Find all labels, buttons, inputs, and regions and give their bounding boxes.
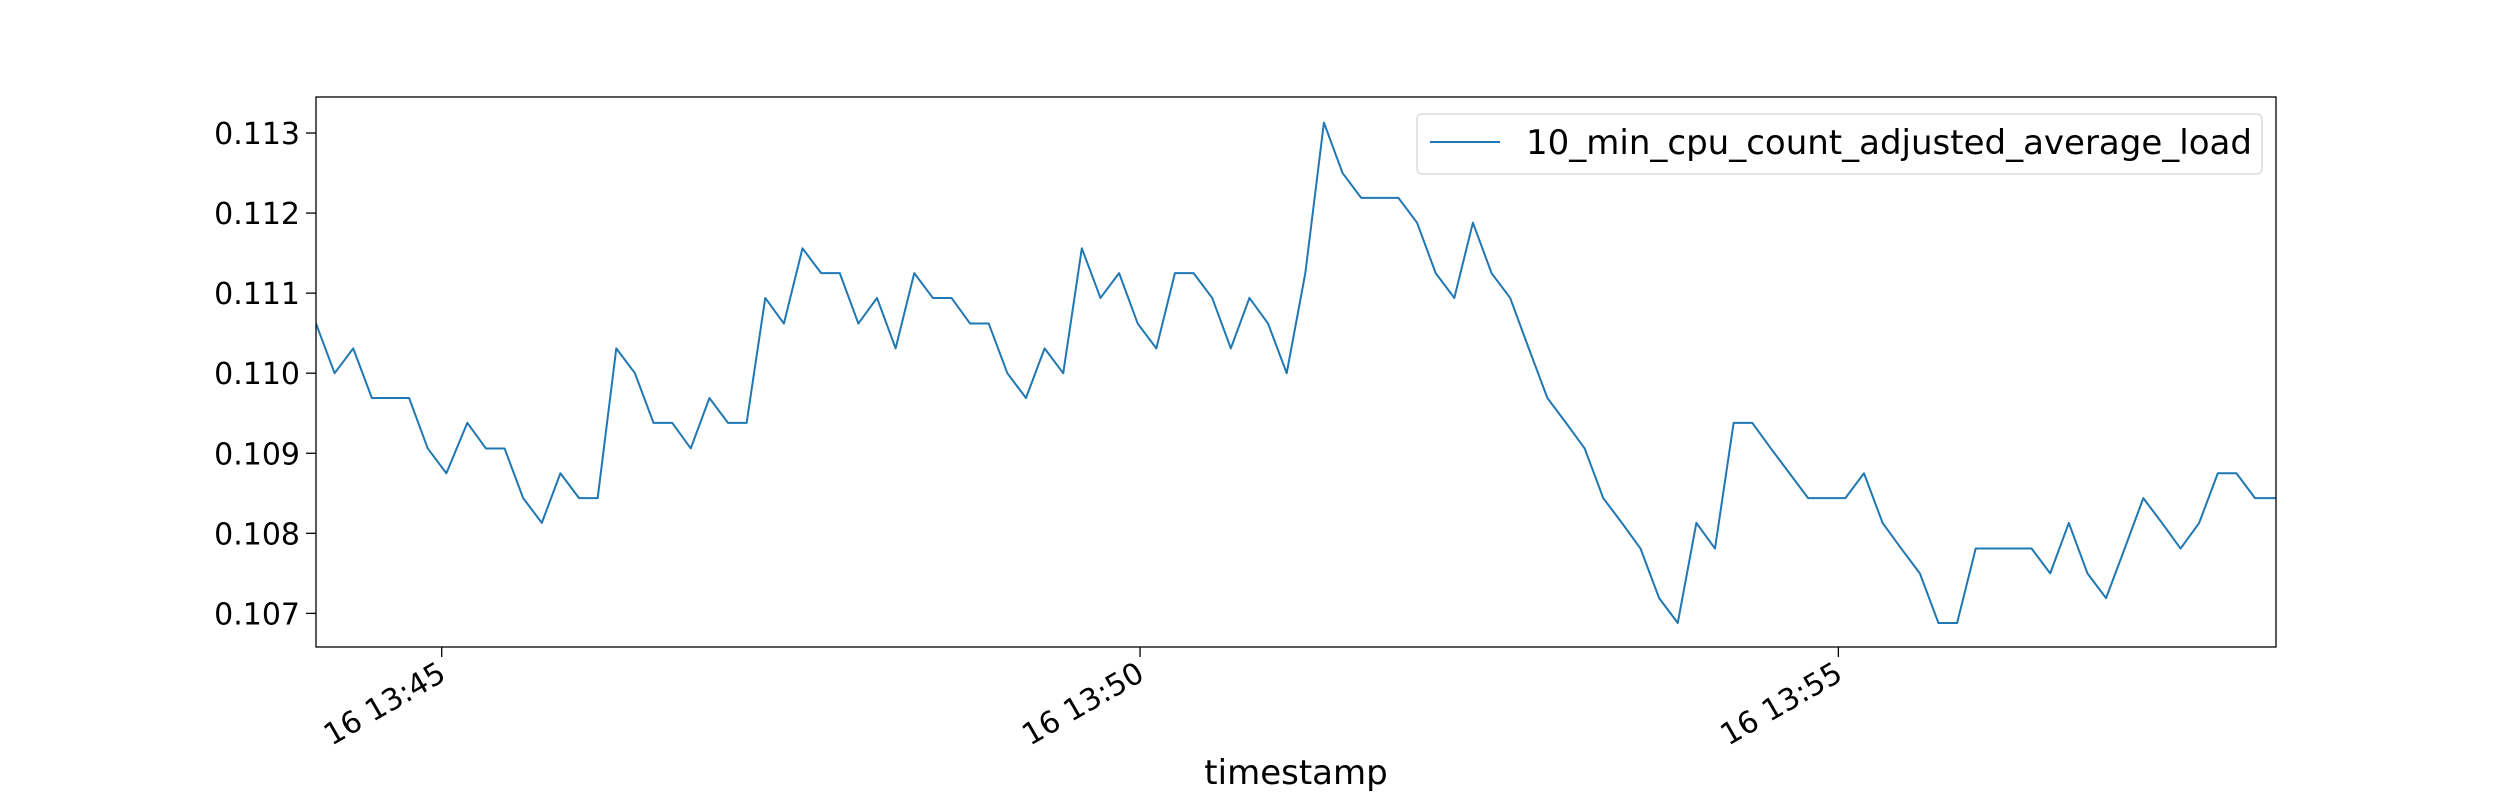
axes-frame (315, 96, 2277, 648)
y-axis: 0.107 0.108 0.109 0.110 0.111 0.112 0.113 (214, 117, 316, 632)
x-axis-label: timestamp (1204, 753, 1387, 793)
legend-series-label: 10_min_cpu_count_adjusted_average_load (1526, 123, 2252, 163)
y-tick-label: 0.111 (214, 277, 300, 312)
legend: 10_min_cpu_count_adjusted_average_load (1416, 113, 2263, 175)
y-tick-label: 0.109 (214, 437, 300, 472)
legend-box (1416, 113, 2263, 175)
y-tick-label: 0.107 (214, 597, 300, 632)
y-tick-label: 0.113 (214, 117, 300, 152)
x-tick-label: 16 13:55 (1715, 656, 1849, 753)
x-axis: 16 13:45 16 13:50 16 13:55 (318, 647, 1848, 753)
y-tick-label: 0.112 (214, 197, 300, 232)
series-layer (316, 121, 2276, 624)
y-tick-label: 0.108 (214, 517, 300, 552)
x-tick-label: 16 13:50 (1016, 656, 1150, 753)
series-line (316, 121, 2276, 624)
y-tick-label: 0.110 (214, 357, 300, 392)
x-tick-label: 16 13:45 (318, 656, 452, 753)
